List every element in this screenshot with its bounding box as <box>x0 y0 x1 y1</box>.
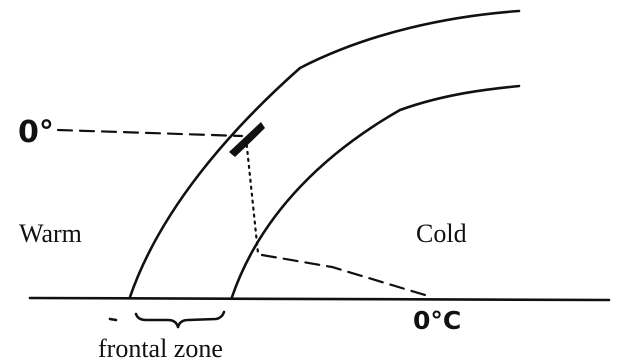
cold-air-label: Cold <box>416 219 467 248</box>
surface-temperature-label: 0°C <box>413 306 461 335</box>
frontal-zone-dotted-line <box>244 136 260 255</box>
ground-line <box>28 296 611 302</box>
cold-air-dashed-line <box>260 253 427 297</box>
warm-air-label: Warm <box>19 219 82 248</box>
upper-frontal-boundary <box>128 9 521 299</box>
ground-tick-mark <box>108 317 118 322</box>
lower-frontal-boundary <box>230 84 521 299</box>
freezing-level-dashed-line <box>56 128 244 138</box>
frontal-zone-brace <box>134 310 226 329</box>
freezing-level-label: 0° <box>18 115 54 150</box>
frontal-zone-label: frontal zone <box>98 334 223 363</box>
